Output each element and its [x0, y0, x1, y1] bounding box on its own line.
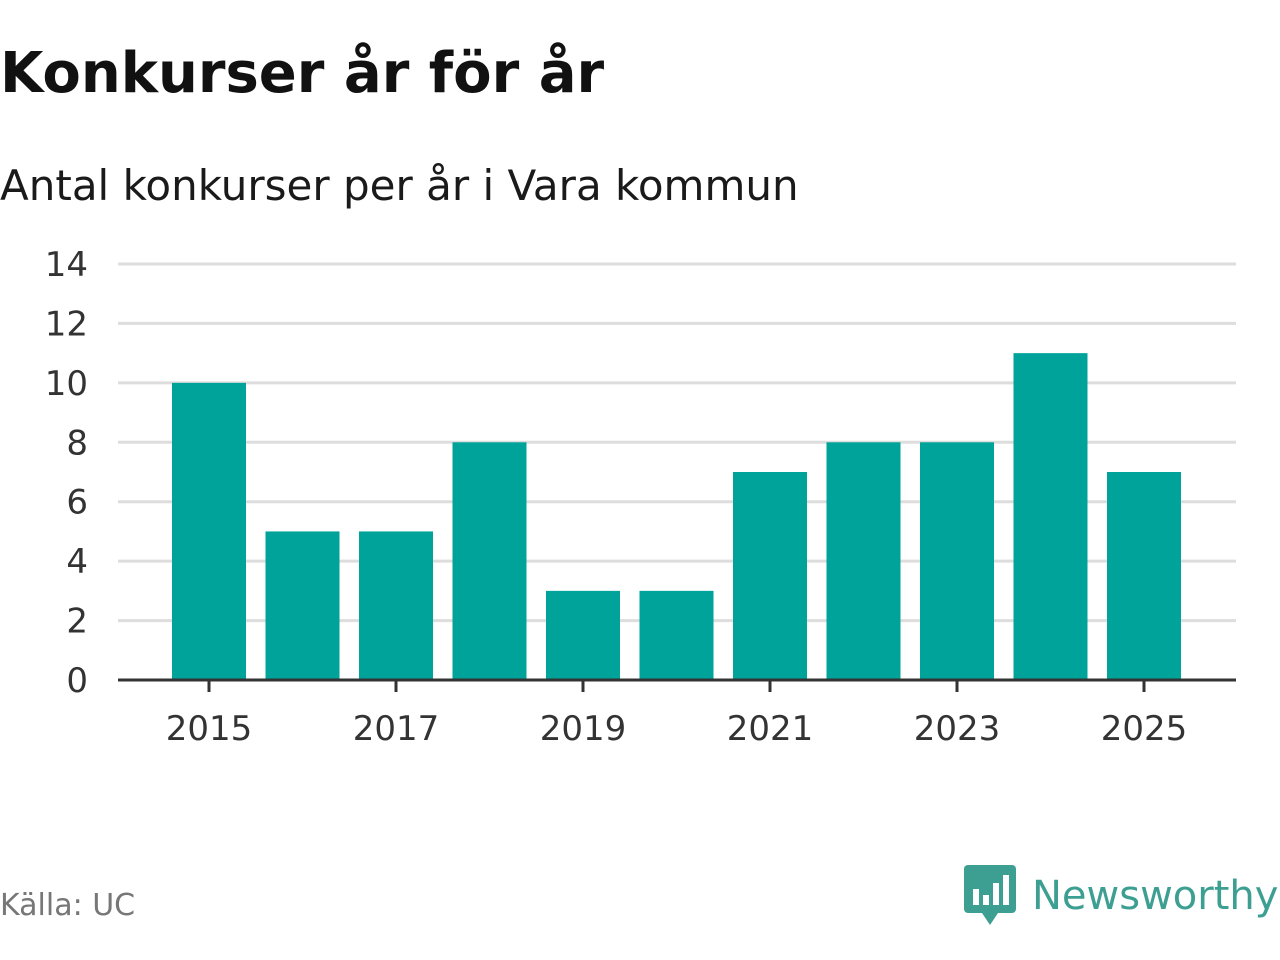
y-tick-label: 6 [66, 483, 88, 523]
chart-title: Konkurser år för år [0, 41, 605, 106]
y-tick-label: 8 [66, 423, 88, 463]
x-tick-label: 2019 [540, 709, 627, 749]
x-tick-label: 2025 [1101, 709, 1188, 749]
brand-name: Newsworthy [1032, 873, 1279, 919]
bar [1107, 472, 1181, 680]
bar [359, 531, 433, 680]
bar [172, 382, 246, 680]
bar [546, 590, 620, 680]
y-tick-label: 0 [66, 661, 88, 701]
x-tick-label: 2017 [353, 709, 440, 749]
newsworthy-logo-icon [964, 865, 1016, 925]
bar [733, 472, 807, 680]
bar [826, 442, 901, 680]
chart-subtitle: Antal konkurser per år i Vara kommun [0, 161, 799, 210]
bar [639, 590, 714, 680]
x-tick-label: 2015 [166, 709, 253, 749]
bar [265, 531, 340, 680]
y-tick-label: 4 [66, 542, 88, 582]
brand: Newsworthy [964, 864, 1278, 928]
y-tick-label: 2 [66, 602, 88, 642]
bar [452, 442, 527, 680]
x-tick-label: 2023 [914, 709, 1001, 749]
bar [920, 442, 994, 680]
y-tick-label: 12 [45, 304, 88, 344]
source-label: Källa: UC [0, 888, 136, 923]
y-tick-label: 10 [45, 364, 88, 404]
bar-chart: 0 2 4 6 8 10 12 14 2015 2017 2019 2021 2023 2025 [45, 245, 1236, 749]
y-tick-label: 14 [45, 245, 88, 285]
bar [1013, 353, 1088, 680]
x-tick-label: 2021 [727, 709, 814, 749]
